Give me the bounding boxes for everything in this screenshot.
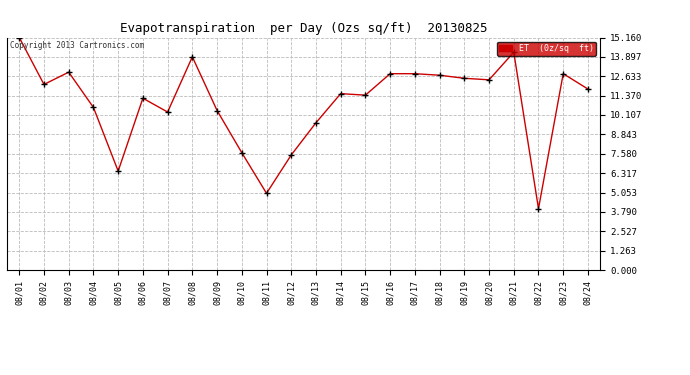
Legend: ET  (0z/sq  ft): ET (0z/sq ft) xyxy=(497,42,596,56)
Title: Evapotranspiration  per Day (Ozs sq/ft)  20130825: Evapotranspiration per Day (Ozs sq/ft) 2… xyxy=(120,22,487,35)
Text: Copyright 2013 Cartronics.com: Copyright 2013 Cartronics.com xyxy=(10,41,144,50)
